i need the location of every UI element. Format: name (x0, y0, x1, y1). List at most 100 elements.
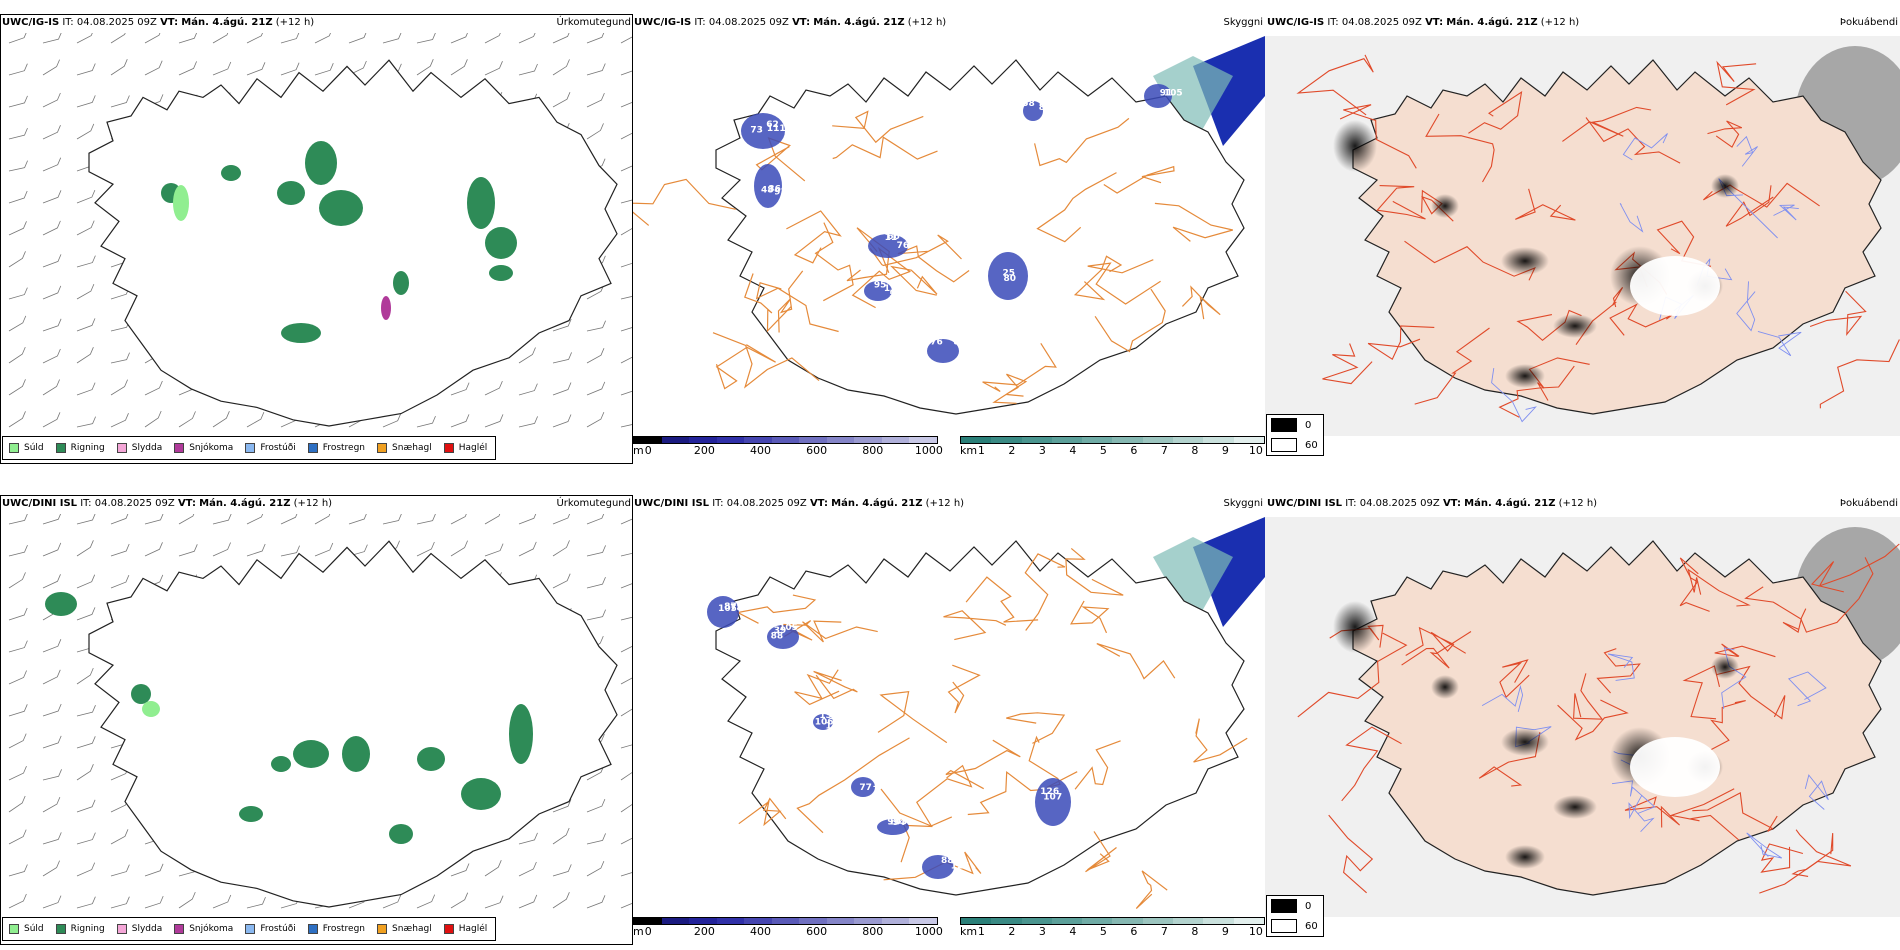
colorbar-segment (1203, 918, 1234, 924)
wind-barb (42, 318, 62, 332)
wind-barb (518, 347, 536, 364)
precip-map (8, 33, 632, 428)
cloud-base-label: 88 (941, 856, 954, 866)
cloud-map: 7810513310377107887810588130941211261241… (707, 517, 1265, 909)
precip-legend-item: Snæhagl (377, 924, 432, 934)
wind-barb (518, 416, 538, 428)
panel-header: UWC/DINI ISL IT: 04.08.2025 09Z VT: Mán.… (1267, 495, 1597, 513)
road (1024, 553, 1066, 631)
colorbar-tick-label: 7 (1160, 444, 1168, 457)
vt-label: VT: (160, 17, 179, 28)
wind-barb (484, 514, 501, 525)
wind-barb (110, 896, 130, 909)
wind-barb (416, 59, 434, 76)
low-cloud-area (927, 339, 959, 363)
fog-swatch-light (1271, 438, 1297, 452)
road (916, 764, 973, 827)
cloud-base-label: 77 (859, 783, 872, 793)
road (982, 342, 1057, 393)
road (1034, 117, 1130, 167)
model-name: UWC/DINI ISL (2, 498, 78, 509)
glacier-clear-area (1630, 256, 1720, 316)
rain-area (277, 181, 305, 205)
cloud-base-label: 93 (887, 817, 900, 827)
road (877, 691, 948, 744)
wind-barb (76, 764, 94, 781)
rain-area (393, 271, 409, 295)
wind-barb (8, 829, 27, 845)
colorbar-segment (689, 437, 717, 443)
fog-legend-label: 0 (1305, 900, 1312, 912)
fog-legend-row: 0 (1267, 415, 1323, 435)
road (1322, 343, 1373, 385)
wind-barb (450, 540, 468, 557)
colorbar-segment (909, 437, 938, 443)
rain-area (489, 265, 513, 281)
wind-barb (42, 157, 62, 172)
road (1421, 189, 1454, 222)
wind-barb (42, 33, 62, 44)
wind-barb (280, 33, 300, 44)
wind-barb (110, 829, 129, 845)
fog-legend-row: 60 (1267, 435, 1323, 455)
colorbar-ticks: m 0 200 400 600 800 1000 (633, 925, 943, 939)
panel-title: Úrkomutegund (556, 17, 631, 28)
road (777, 270, 804, 333)
wind-barb (552, 318, 572, 332)
fog-legend-label: 60 (1305, 920, 1318, 932)
precip-frame (0, 495, 633, 945)
wind-barb (484, 380, 503, 396)
wind-barb (178, 544, 198, 557)
colorbar-segment (826, 437, 855, 443)
wind-barb (416, 514, 436, 525)
wind-barb (552, 827, 570, 845)
legend-swatch (307, 443, 318, 453)
colorbar-bars (633, 917, 938, 925)
road (1596, 648, 1641, 694)
cloud-base-label: 48 (761, 185, 774, 195)
road (947, 664, 981, 714)
wind-barb (620, 583, 632, 589)
low-cloud-area (707, 596, 739, 628)
wind-barb (620, 646, 632, 653)
road (1499, 659, 1530, 699)
wind-barb (212, 894, 232, 909)
road (1103, 165, 1175, 194)
iceland-outline (1352, 540, 1882, 896)
rain-area (221, 165, 241, 181)
rain-area (281, 323, 321, 343)
wind-barb (314, 63, 334, 76)
panel-title: Úrkomutegund (556, 498, 631, 509)
wind-barb (144, 542, 163, 557)
iceland-outline (715, 540, 1245, 896)
legend-swatch (443, 924, 454, 934)
cloud-base-label: 95 (874, 280, 887, 290)
road (1094, 288, 1166, 353)
wind-barb (212, 33, 229, 44)
wind-barb (144, 514, 164, 525)
rain-area (417, 747, 445, 771)
colorbar-segment (771, 437, 800, 443)
cloud-base-label: 66 (887, 232, 900, 242)
wind-barb (620, 132, 632, 140)
low-cloud-area (754, 164, 782, 208)
colorbar-tick-label: 0 (644, 925, 652, 938)
river (1773, 204, 1799, 221)
colorbar-bars (960, 917, 1265, 925)
river (1628, 794, 1655, 833)
cloud-base-label: 91 (1160, 88, 1173, 98)
river (1746, 832, 1783, 859)
legend-swatch (377, 924, 388, 934)
fog-area (1711, 174, 1739, 198)
wind-barb (314, 542, 334, 557)
cloud-base-label: 91 (774, 188, 787, 198)
wind-barb (586, 63, 606, 76)
cloud-base-label: 36 (768, 185, 781, 195)
colorbar-ticks: km 1 2 3 4 5 6 7 8 9 10 (960, 444, 1265, 458)
wind-barb (518, 894, 538, 909)
road (712, 332, 820, 389)
colorbar-segment (1051, 437, 1083, 443)
wind-barb (76, 607, 96, 621)
colorbar-bars (633, 436, 938, 444)
legend-label: Súld (24, 924, 44, 934)
